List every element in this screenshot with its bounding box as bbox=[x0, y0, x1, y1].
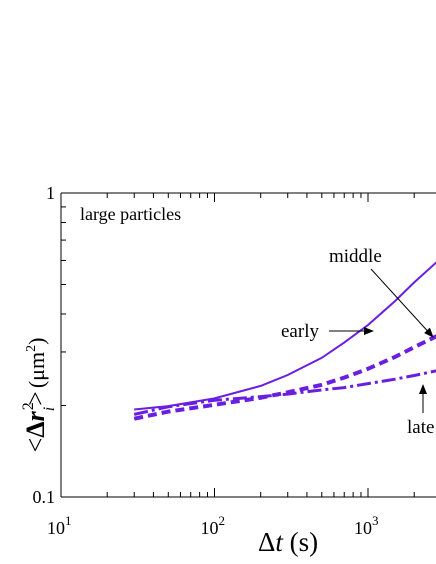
series-late-line bbox=[133, 369, 436, 416]
x-axis-title: Δt (s) bbox=[258, 527, 318, 557]
annotation-middle-label: middle bbox=[329, 246, 382, 267]
y-axis-title-unit: μm bbox=[24, 352, 49, 381]
panel-label: large particles bbox=[80, 204, 181, 224]
x-tick-label: 103 bbox=[354, 513, 379, 538]
y-axis-title-var: r bbox=[21, 410, 50, 421]
y-axis-title-gt: > bbox=[21, 391, 50, 406]
plot-frame bbox=[60, 192, 436, 498]
annotation-early: early bbox=[281, 321, 374, 342]
y-tick-label: 0.1 bbox=[33, 487, 56, 507]
annotation-late-label: late bbox=[407, 417, 434, 438]
x-tick-label: 101 bbox=[47, 513, 72, 538]
series-early-line bbox=[134, 261, 436, 411]
y-axis-title: <Δr2 i>(μm2) bbox=[20, 338, 58, 453]
x-tick-exp: 1 bbox=[65, 513, 72, 528]
series-middle-line bbox=[133, 334, 436, 421]
x-tick-exp: 3 bbox=[372, 513, 379, 528]
x-tick-base: 10 bbox=[47, 518, 65, 538]
y-axis-title-lt: < bbox=[21, 438, 50, 453]
x-axis-title-unit: (s) bbox=[283, 527, 318, 557]
annotation-late: late bbox=[407, 384, 434, 438]
x-axis-title-var: t bbox=[275, 527, 284, 557]
x-tick-label: 102 bbox=[201, 513, 226, 538]
x-tick-base: 10 bbox=[354, 518, 372, 538]
y-axis-title-sub: i bbox=[41, 407, 58, 411]
annotation-middle-arrow bbox=[370, 268, 434, 338]
minor-ticks bbox=[60, 192, 415, 498]
y-axis-title-sup: 2 bbox=[20, 402, 37, 410]
series-layer bbox=[133, 261, 436, 421]
y-axis-title-unit-sup: 2 bbox=[24, 345, 39, 352]
x-tick-exp: 2 bbox=[219, 513, 226, 528]
y-axis-title-delta: Δ bbox=[21, 421, 50, 437]
x-axis-title-delta: Δ bbox=[258, 527, 275, 557]
y-axis-title-unit-open: ( bbox=[24, 381, 49, 388]
y-axis-title-unit-close: ) bbox=[24, 338, 49, 345]
x-tick-base: 10 bbox=[201, 518, 219, 538]
annotation-early-label: early bbox=[281, 321, 319, 342]
annotation-middle: middle bbox=[329, 246, 434, 338]
y-tick-label: 1 bbox=[46, 183, 55, 203]
